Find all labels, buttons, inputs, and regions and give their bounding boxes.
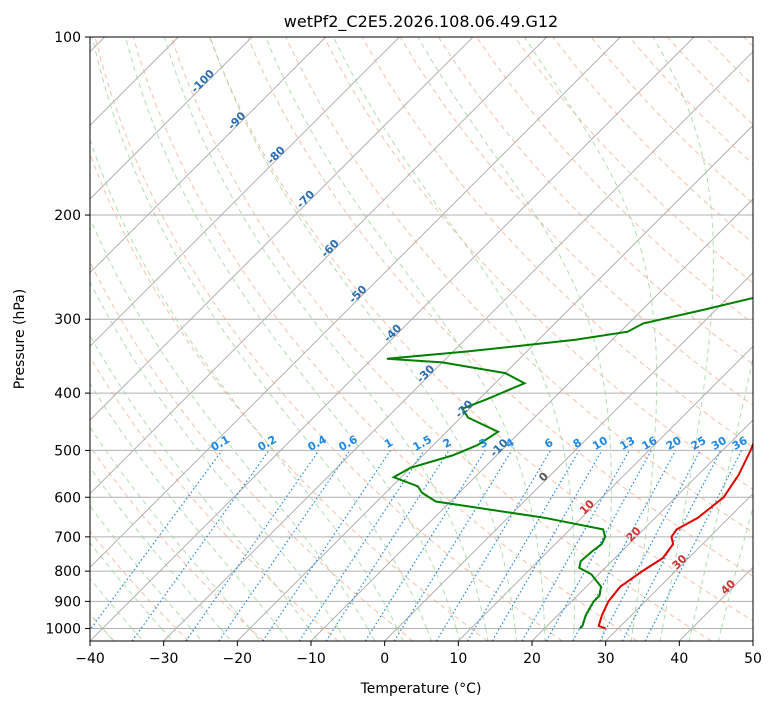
- y-tick-label: 1000: [45, 621, 81, 637]
- dry-adiabat-line: [170, 37, 712, 641]
- x-tick-label: −10: [296, 651, 326, 667]
- chart-title: wetPf2_C2E5.2026.108.06.49.G12: [284, 12, 558, 32]
- x-tick-label: 40: [670, 651, 688, 667]
- y-tick-label: 900: [54, 594, 81, 610]
- x-tick-label: −20: [223, 651, 253, 667]
- dry-adiabat-line: [399, 37, 753, 407]
- mixing-ratio-line: [393, 450, 513, 641]
- isotherm-gridline: [236, 124, 753, 641]
- profile-lines: [386, 296, 753, 630]
- moist-adiabat-line: [209, 37, 517, 641]
- mixing-ratio-line: [131, 450, 270, 641]
- mixing-ratio-line: [491, 450, 603, 641]
- isotherm-gridline: [90, 37, 621, 569]
- moist-adiabat-line: [163, 37, 489, 641]
- isotherm-gridline: [90, 37, 253, 200]
- y-tick-label: 100: [54, 30, 81, 46]
- dry-adiabat-line: [90, 152, 488, 641]
- isotherm-gridline: [90, 37, 474, 421]
- x-tick-label: −40: [75, 651, 105, 667]
- y-tick-label: 500: [54, 443, 81, 459]
- x-tick-label: −30: [149, 651, 179, 667]
- isotherm-gridline: [90, 37, 548, 495]
- plot-frame: [89, 36, 754, 642]
- dry-adiabat-line: [90, 260, 414, 641]
- isotherm-gridline: [457, 345, 753, 641]
- dry-adiabat-line: [132, 37, 638, 641]
- isotherm-gridline: [163, 50, 753, 641]
- moist-adiabat-line: [90, 426, 261, 641]
- x-tick-label: 20: [523, 651, 541, 667]
- moist-adiabat-line: [90, 612, 114, 641]
- moist-adiabat-line: [125, 37, 461, 641]
- y-tick-label: 700: [54, 530, 81, 546]
- x-tick-label: 50: [744, 651, 762, 667]
- x-tick-label: 10: [449, 651, 467, 667]
- moist-adiabat-line: [90, 577, 144, 641]
- x-tick-label: 30: [597, 651, 615, 667]
- moist-adiabat-line: [90, 466, 232, 641]
- moist-adiabat-line: [90, 217, 376, 641]
- mixing-ratio-line: [435, 450, 552, 641]
- mixing-ratio-line: [325, 450, 450, 641]
- x-axis-label: Temperature (°C): [360, 681, 482, 697]
- mixing-ratio-line: [185, 450, 320, 641]
- dry-adiabat-line: [90, 356, 339, 641]
- moist-adiabat-line: [417, 37, 612, 641]
- y-tick-label: 300: [54, 312, 81, 328]
- y-tick-label: 400: [54, 386, 81, 402]
- moist-adiabat-line: [332, 37, 576, 641]
- dry-adiabat-line: [90, 445, 264, 641]
- moist-adiabat-line: [265, 37, 546, 641]
- dewpoint-profile-line: [386, 296, 753, 630]
- x-tick-label: 0: [380, 651, 389, 667]
- moist-adiabat-line: [717, 505, 753, 641]
- x-axis: −40 −30 −20 −10 0 10 20 30 40 50: [75, 641, 762, 667]
- y-tick-label: 800: [54, 564, 81, 580]
- y-axis: 100 200 300 400 500 600 700 800 900 1000: [45, 30, 90, 637]
- moist-adiabat-line: [90, 280, 347, 641]
- temperature-profile-line: [597, 441, 753, 630]
- gridlines: [90, 37, 753, 641]
- moist-adiabat-line: [90, 542, 173, 641]
- mixing-ratio-line: [218, 450, 351, 641]
- isotherm-gridline: [384, 271, 753, 641]
- isotherm-gridline: [531, 419, 753, 641]
- moist-adiabat-line: [652, 37, 714, 641]
- moist-adiabat-line: [90, 334, 319, 641]
- dry-adiabat-line: [209, 37, 753, 622]
- mixing-ratio-line: [466, 450, 580, 641]
- mixing-ratio-line: [90, 450, 223, 631]
- mixing-ratio-line: [521, 450, 630, 641]
- dry-adiabat-line: [90, 530, 190, 641]
- y-tick-label: 600: [54, 490, 81, 506]
- dry-adiabat-line: [94, 37, 563, 641]
- moist-adiabat-line: [523, 37, 658, 641]
- dry-adiabat-line: [514, 37, 753, 284]
- dry-adiabat-line: [247, 37, 753, 577]
- y-tick-label: 200: [54, 208, 81, 224]
- moist-adiabat-line: [90, 382, 290, 641]
- isotherm-gridline: [90, 37, 400, 348]
- isotherm-gridline: [90, 37, 695, 641]
- moist-adiabat-line: [91, 37, 432, 641]
- background-lines: [90, 37, 753, 641]
- mixing-ratio-line: [364, 450, 486, 641]
- moist-adiabat-line: [688, 355, 753, 641]
- moist-adiabat-line: [90, 138, 404, 641]
- isotherm-gridline: [90, 37, 327, 274]
- dry-adiabat-line: [285, 37, 753, 534]
- y-axis-label: Pressure (hPa): [12, 289, 28, 389]
- isotherm-gridline: [605, 492, 753, 641]
